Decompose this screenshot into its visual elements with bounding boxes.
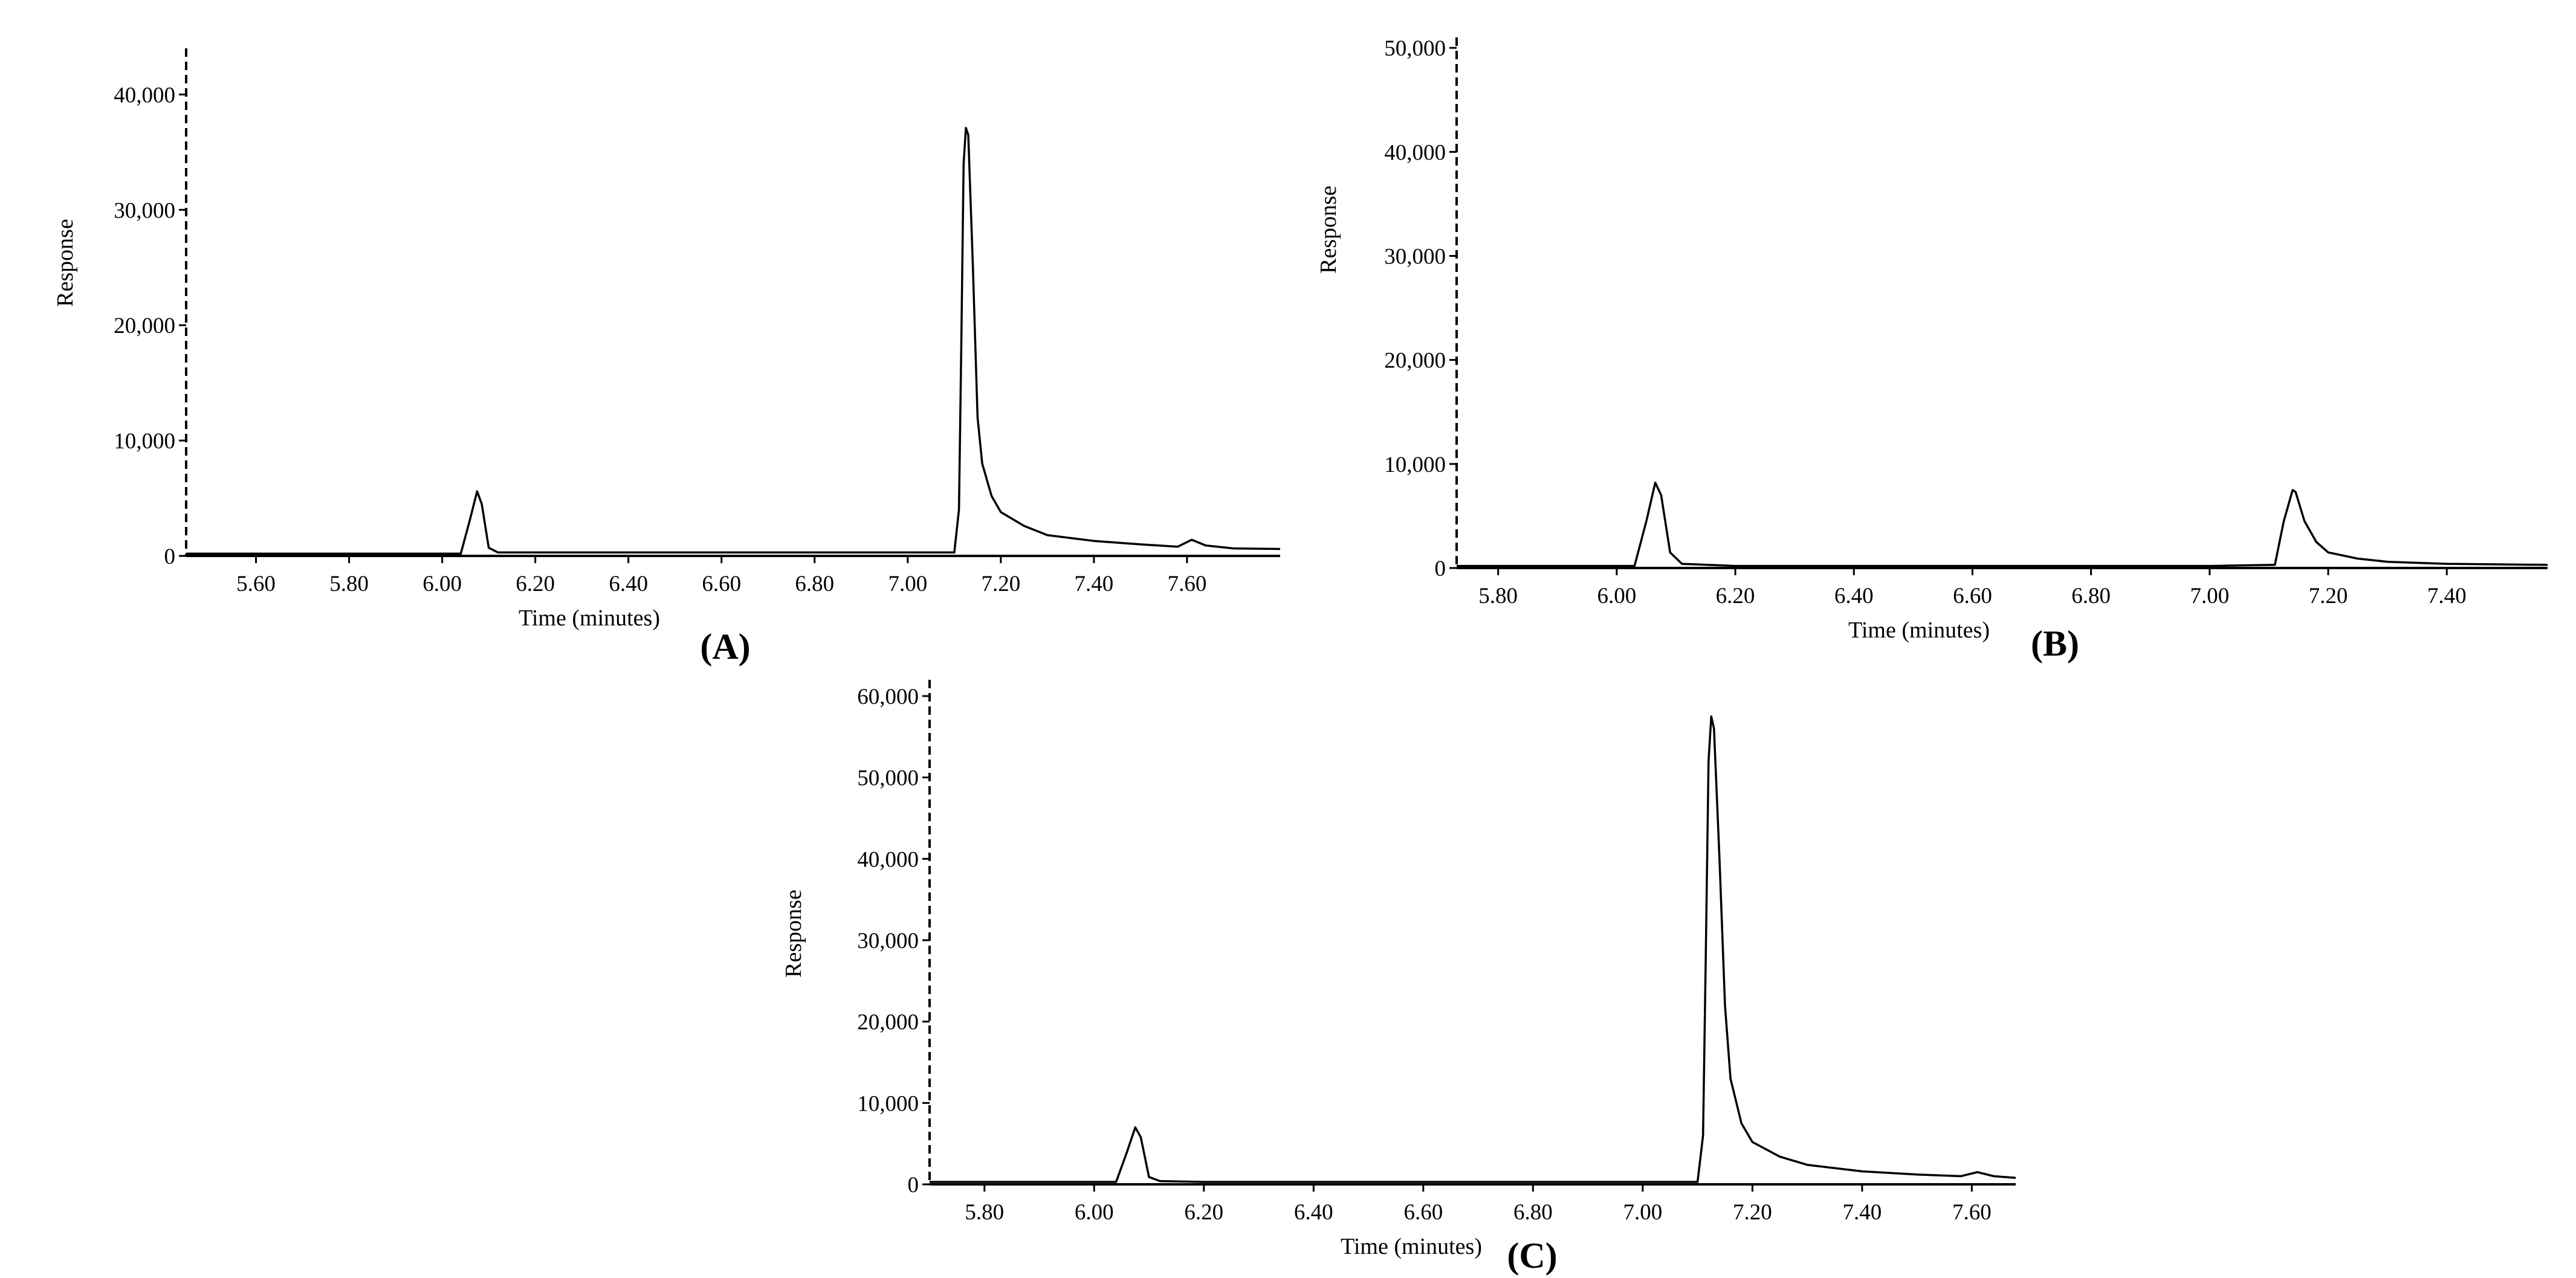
y-tick-label: 30,000 — [857, 929, 919, 954]
x-tick-label: 5.80 — [329, 572, 369, 596]
y-tick-label: 10,000 — [114, 429, 175, 454]
y-tick-label: 20,000 — [1384, 349, 1446, 373]
x-tick-label: 6.60 — [702, 572, 741, 596]
x-tick-label: 7.00 — [2190, 584, 2229, 608]
x-tick-label: 6.40 — [1834, 584, 1874, 608]
x-tick-label: 6.20 — [516, 572, 555, 596]
y-tick-label: 20,000 — [114, 314, 175, 338]
x-tick-label: 7.40 — [1843, 1200, 1882, 1225]
x-tick-label: 6.20 — [1716, 584, 1755, 608]
y-tick-label: 40,000 — [857, 847, 919, 872]
chart-panel-c: 5.80 6.00 6.20 6.40 6.60 6.80 7.00 7.20 7.40 7.60… — [781, 680, 2016, 1276]
x-tick-label: 6.80 — [795, 572, 834, 596]
y-tick-label: 0 — [1435, 557, 1446, 581]
x-tick-label: 7.00 — [1623, 1200, 1662, 1225]
y-axis-label: Response — [781, 889, 806, 978]
x-axis-label: Time (minutes) — [1848, 618, 1990, 643]
y-tick-label: 10,000 — [1384, 453, 1446, 477]
x-tick-label: 6.00 — [1597, 584, 1636, 608]
y-tick-label: 0 — [908, 1173, 919, 1198]
x-tick-label: 5.60 — [236, 572, 276, 596]
y-tick-label: 40,000 — [1384, 140, 1446, 165]
y-tick-label: 30,000 — [114, 198, 175, 223]
y-tick-label: 40,000 — [114, 83, 175, 108]
x-tick-label: 7.40 — [2427, 584, 2467, 608]
x-tick-label: 6.20 — [1184, 1200, 1223, 1225]
chromatogram-trace — [186, 126, 1281, 555]
x-tick-label: 7.40 — [1075, 572, 1114, 596]
chromatogram-trace — [930, 715, 2016, 1183]
y-tick-label: 50,000 — [857, 766, 919, 791]
x-tick-label: 6.00 — [422, 572, 462, 596]
y-axis-label: Response — [1316, 186, 1341, 274]
y-tick-label: 0 — [164, 544, 176, 569]
x-tick-label: 5.80 — [965, 1200, 1004, 1225]
panel-label: (B) — [2031, 624, 2079, 663]
x-tick-label: 7.20 — [981, 572, 1020, 596]
x-tick-label: 5.80 — [1478, 584, 1518, 608]
y-tick-label: 20,000 — [857, 1010, 919, 1035]
x-axis-label: Time (minutes) — [519, 605, 660, 631]
panel-label: (A) — [700, 627, 750, 666]
x-tick-label: 7.20 — [1733, 1200, 1772, 1225]
x-tick-label: 6.60 — [1953, 584, 1992, 608]
x-tick-label: 6.60 — [1403, 1200, 1443, 1225]
x-tick-label: 6.80 — [2071, 584, 2111, 608]
panel-label: (C) — [1507, 1236, 1557, 1276]
x-tick-label: 6.40 — [609, 572, 648, 596]
chart-panel-b: 5.80 6.00 6.20 6.40 6.60 6.80 7.00 7.20 7.40 0 10,… — [1316, 36, 2548, 663]
x-tick-label: 7.20 — [2309, 584, 2348, 608]
y-tick-label: 30,000 — [1384, 245, 1446, 269]
chromatogram-trace — [1457, 482, 2548, 567]
y-tick-label: 10,000 — [857, 1091, 919, 1116]
y-tick-label: 50,000 — [1384, 36, 1446, 61]
y-tick-label: 60,000 — [857, 685, 919, 709]
x-tick-label: 7.60 — [1952, 1200, 1992, 1225]
x-tick-label: 6.40 — [1294, 1200, 1333, 1225]
chart-panel-a: 5.60 5.80 6.00 6.20 6.40 6.60 6.80 7.00 7.20 7.40… — [53, 48, 1281, 666]
x-tick-label: 6.80 — [1513, 1200, 1553, 1225]
x-tick-label: 6.00 — [1075, 1200, 1114, 1225]
x-tick-label: 7.00 — [888, 572, 927, 596]
y-axis-label: Response — [53, 219, 78, 307]
x-tick-label: 7.60 — [1168, 572, 1207, 596]
x-axis-label: Time (minutes) — [1341, 1234, 1482, 1259]
